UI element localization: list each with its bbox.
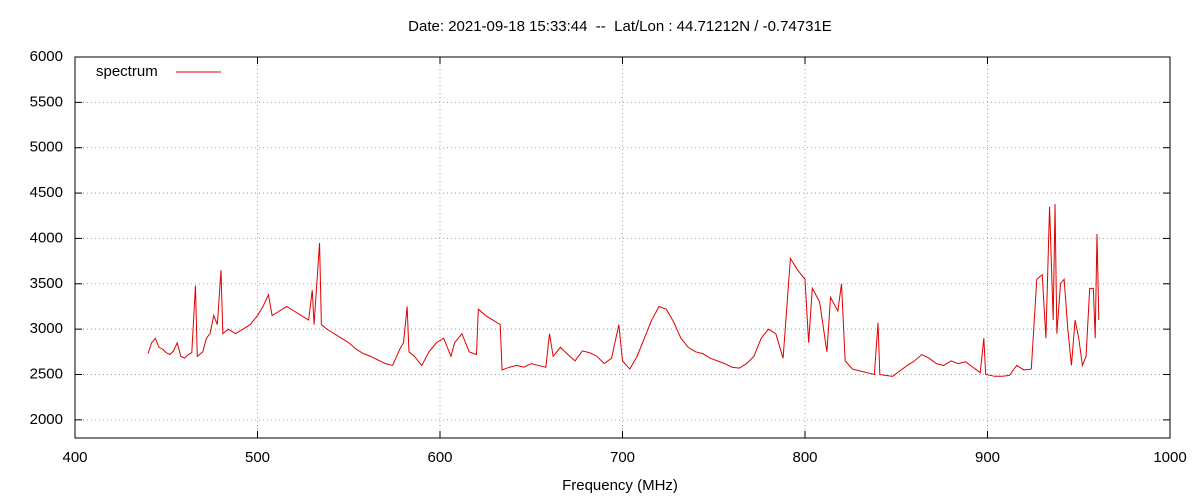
x-tick-label: 600 <box>427 449 452 466</box>
y-tick-label: 5500 <box>30 93 63 110</box>
plot-border <box>74 56 1171 439</box>
y-tick-label: 4000 <box>30 229 63 246</box>
x-tick-label: 800 <box>792 449 817 466</box>
chart-title: Date: 2021-09-18 15:33:44 -- Lat/Lon : 4… <box>408 18 832 35</box>
y-tick-label: 4500 <box>30 184 63 201</box>
x-axis-label: Frequency (MHz) <box>562 477 678 494</box>
x-tick-label: 700 <box>610 449 635 466</box>
x-tick-label: 500 <box>245 449 270 466</box>
y-tick-label: 2500 <box>30 365 63 382</box>
y-tick-label: 5000 <box>30 139 63 156</box>
x-tick-label: 400 <box>62 449 87 466</box>
series-line <box>147 203 1100 377</box>
y-tick-label: 3000 <box>30 320 63 337</box>
y-tick-label: 6000 <box>30 48 63 65</box>
x-tick-label: 1000 <box>1153 449 1186 466</box>
legend-label: spectrum <box>96 63 158 80</box>
y-tick-label: 3500 <box>30 275 63 292</box>
y-tick-label: 2000 <box>30 411 63 428</box>
x-tick-label: 900 <box>975 449 1000 466</box>
